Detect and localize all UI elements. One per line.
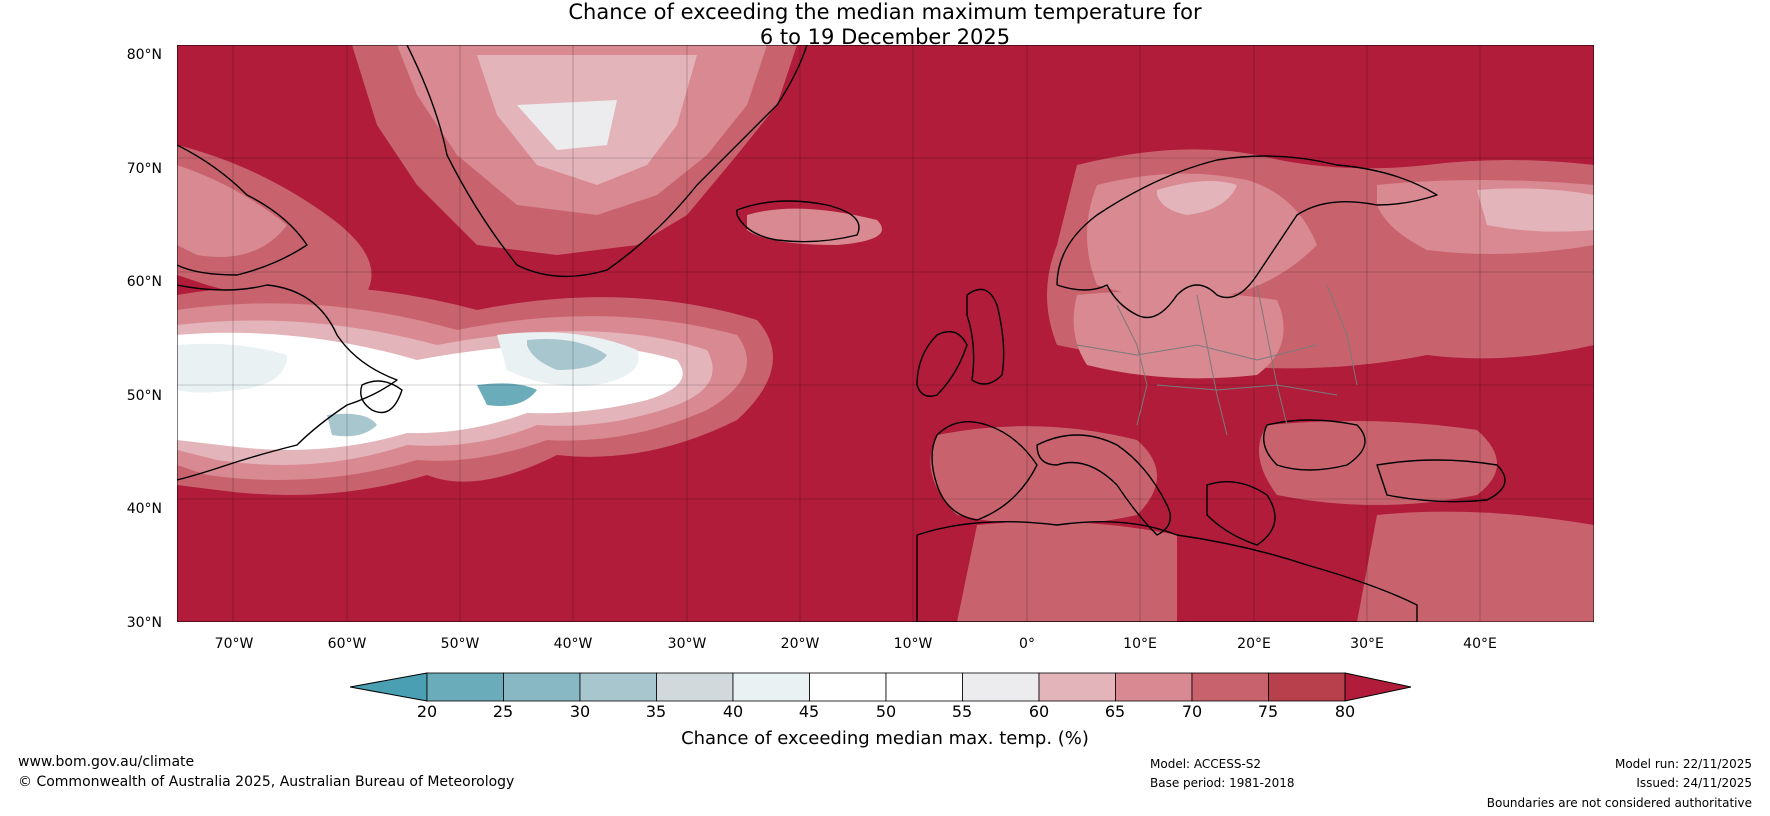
colorbar-segment	[1268, 672, 1346, 702]
lat-label-70n: 70°N	[126, 161, 162, 177]
iceland-coast	[736, 200, 860, 243]
colorbar-segment	[503, 672, 581, 702]
greece-coast	[1206, 480, 1276, 546]
greenland-field	[352, 45, 797, 255]
lon-label-40e: 40°E	[1463, 636, 1497, 652]
lon-label-0: 0°	[1019, 636, 1035, 652]
lat-label-40n: 40°N	[126, 501, 162, 517]
copyright-text: © Commonwealth of Australia 2025, Austra…	[18, 774, 515, 790]
disclaimer-text: Boundaries are not considered authoritat…	[1486, 796, 1752, 810]
colorbar-tick-20: 20	[416, 702, 438, 721]
canada-field	[177, 145, 372, 305]
model-run-text: Model run: 22/11/2025	[1614, 757, 1752, 771]
north-america-coast	[176, 284, 398, 481]
scandinavia-coast	[1056, 155, 1438, 319]
baffin-coast	[176, 144, 308, 276]
lon-label-40w: 40°W	[553, 636, 593, 652]
iceland-field	[747, 208, 882, 245]
colorbar-extend-high	[1344, 672, 1412, 702]
lon-label-70w: 70°W	[214, 636, 254, 652]
colorbar-segment	[579, 672, 657, 702]
lon-label-60w: 60°W	[327, 636, 367, 652]
colorbar-tick-80: 80	[1334, 702, 1356, 721]
website-text: www.bom.gov.au/climate	[18, 754, 195, 770]
colorbar-segment	[732, 672, 810, 702]
colorbar-segment	[962, 672, 1040, 702]
lon-label-30w: 30°W	[667, 636, 707, 652]
colorbar-tick-70: 70	[1181, 702, 1203, 721]
colorbar-tick-45: 45	[798, 702, 820, 721]
base-period-text: Base period: 1981-2018	[1150, 776, 1295, 790]
colorbar-tick-40: 40	[722, 702, 744, 721]
colorbar-svg	[349, 672, 1412, 702]
colorbar	[349, 669, 1420, 709]
colorbar-segment	[1191, 672, 1269, 702]
lon-label-20e: 20°E	[1237, 636, 1271, 652]
colorbar-tick-35: 35	[645, 702, 667, 721]
colorbar-segment	[885, 672, 963, 702]
colorbar-tick-25: 25	[492, 702, 514, 721]
colorbar-tick-55: 55	[951, 702, 973, 721]
map-title: Chance of exceeding the median maximum t…	[0, 0, 1770, 50]
colorbar-tick-65: 65	[1104, 702, 1126, 721]
colorbar-segment	[809, 672, 887, 702]
colorbar-extend-low	[349, 672, 428, 702]
country-borders	[1076, 284, 1358, 436]
black-sea-coast	[1263, 419, 1366, 471]
colorbar-tick-60: 60	[1028, 702, 1050, 721]
lat-label-60n: 60°N	[126, 274, 162, 290]
issued-text: Issued: 24/11/2025	[1636, 776, 1752, 790]
turkey-coast	[1376, 459, 1506, 503]
colorbar-segment	[656, 672, 734, 702]
ireland-coast	[916, 331, 968, 397]
lon-label-20w: 20°W	[780, 636, 820, 652]
west-atlantic-field	[177, 285, 773, 495]
greenland-coast	[406, 44, 808, 278]
colorbar-tick-50: 50	[875, 702, 897, 721]
colorbar-segment	[1115, 672, 1193, 702]
lon-label-10w: 10°W	[893, 636, 933, 652]
iberia-coast	[931, 421, 1038, 521]
lon-label-50w: 50°W	[440, 636, 480, 652]
north-africa-coast	[916, 520, 1418, 623]
lat-label-80n: 80°N	[126, 47, 162, 63]
colorbar-segment	[426, 672, 504, 702]
colorbar-tick-30: 30	[569, 702, 591, 721]
italy-coast	[1036, 434, 1171, 536]
britain-coast	[966, 288, 1005, 385]
lon-label-30e: 30°E	[1350, 636, 1384, 652]
model-text: Model: ACCESS-S2	[1150, 757, 1262, 771]
colorbar-tick-75: 75	[1257, 702, 1279, 721]
colorbar-segment	[1038, 672, 1116, 702]
newfoundland-coast	[360, 380, 403, 414]
map-canvas	[176, 44, 1595, 623]
lat-label-30n: 30°N	[126, 615, 162, 631]
lat-label-50n: 50°N	[126, 388, 162, 404]
title-line-1: Chance of exceeding the median maximum t…	[568, 0, 1202, 24]
europe-field	[930, 149, 1594, 622]
probability-map	[176, 44, 1595, 623]
colorbar-label: Chance of exceeding median max. temp. (%…	[681, 728, 1089, 749]
lon-label-10e: 10°E	[1123, 636, 1157, 652]
coastlines	[176, 44, 1506, 623]
